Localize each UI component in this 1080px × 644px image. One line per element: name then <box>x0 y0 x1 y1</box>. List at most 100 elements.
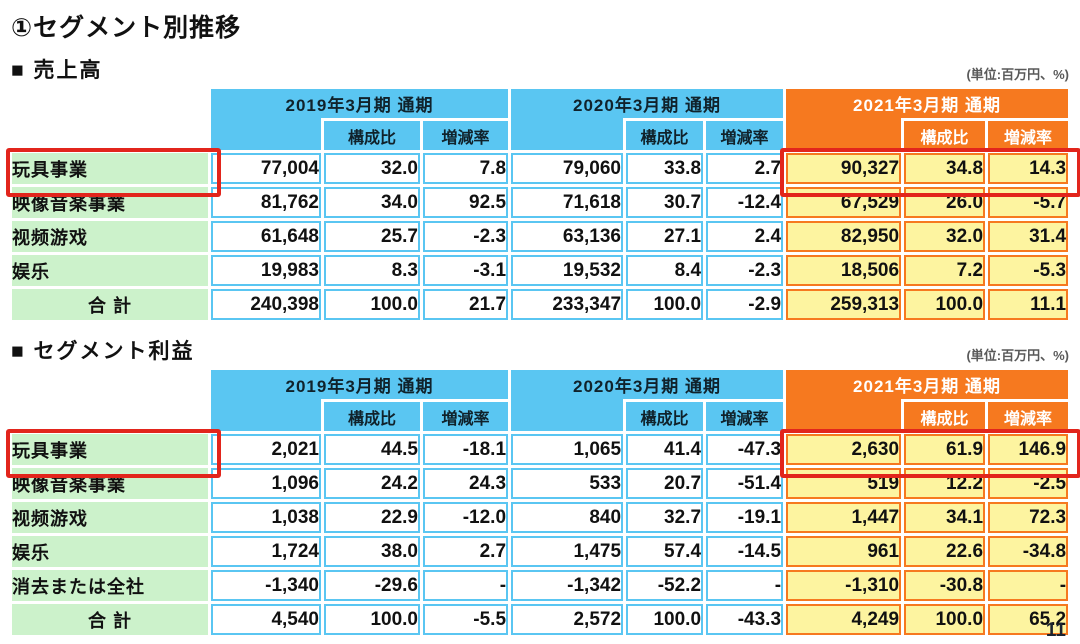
row-label: 合 計 <box>12 604 208 635</box>
table-row-toys: 玩具事業 2,021 44.5 -18.1 1,065 41.4 -47.3 2… <box>12 434 1069 465</box>
cell: 100.0 <box>904 289 986 320</box>
table-row-entertainment: 娱乐 1,724 38.0 2.7 1,475 57.4 -14.5 961 2… <box>12 536 1069 567</box>
cell: 24.3 <box>423 468 509 499</box>
row-label: 映像音楽事業 <box>12 468 208 499</box>
cell: 41.4 <box>626 434 704 465</box>
cell: 90,327 <box>786 153 902 184</box>
sales-table: 2019年3月期 通期 2020年3月期 通期 2021年3月期 通期 構成比 … <box>9 86 1071 323</box>
sales-table-wrap: 2019年3月期 通期 2020年3月期 通期 2021年3月期 通期 構成比 … <box>6 86 1080 323</box>
cell: -2.9 <box>706 289 784 320</box>
cell: - <box>706 570 784 601</box>
cell: 32.0 <box>904 221 986 252</box>
cell: 7.8 <box>423 153 509 184</box>
cell: -47.3 <box>706 434 784 465</box>
cell: 32.0 <box>324 153 420 184</box>
row-label: 视频游戏 <box>12 502 208 533</box>
cell: 63,136 <box>511 221 624 252</box>
cell: 92.5 <box>423 187 509 218</box>
cell: 1,475 <box>511 536 624 567</box>
period-header-2019: 2019年3月期 通期 <box>211 89 509 118</box>
cell: 27.1 <box>626 221 704 252</box>
cell: 21.7 <box>423 289 509 320</box>
cell: 19,532 <box>511 255 624 286</box>
cell: -1,310 <box>786 570 902 601</box>
cell: - <box>988 570 1069 601</box>
cell: 32.7 <box>626 502 704 533</box>
period-header-2020: 2020年3月期 通期 <box>511 89 784 118</box>
cell: -19.1 <box>706 502 784 533</box>
cell: 61,648 <box>211 221 321 252</box>
table-row-total: 合 計 4,540 100.0 -5.5 2,572 100.0 -43.3 4… <box>12 604 1069 635</box>
cell: -5.3 <box>988 255 1069 286</box>
cell: -51.4 <box>706 468 784 499</box>
period-header-2020: 2020年3月期 通期 <box>511 370 784 399</box>
unit-label: (単位:百万円、%) <box>966 348 1069 363</box>
period-header-2021: 2021年3月期 通期 <box>786 89 1069 118</box>
cell: -1,340 <box>211 570 321 601</box>
period-header-row: 2019年3月期 通期 2020年3月期 通期 2021年3月期 通期 <box>12 89 1069 118</box>
table-row-video-games: 视频游戏 1,038 22.9 -12.0 840 32.7 -19.1 1,4… <box>12 502 1069 533</box>
table-row-total: 合 計 240,398 100.0 21.7 233,347 100.0 -2.… <box>12 289 1069 320</box>
cell: 72.3 <box>988 502 1069 533</box>
period-header-row: 2019年3月期 通期 2020年3月期 通期 2021年3月期 通期 <box>12 370 1069 399</box>
row-label: 娱乐 <box>12 536 208 567</box>
cell: 12.2 <box>904 468 986 499</box>
subheader-spacer <box>786 121 902 150</box>
subheader-composition: 構成比 <box>904 121 986 150</box>
cell: 4,540 <box>211 604 321 635</box>
subheader-change: 増減率 <box>423 121 509 150</box>
cell: 30.7 <box>626 187 704 218</box>
subheader-change: 増減率 <box>706 402 784 431</box>
cell: - <box>423 570 509 601</box>
cell: -43.3 <box>706 604 784 635</box>
cell: 44.5 <box>324 434 420 465</box>
cell: 65.2 <box>988 604 1069 635</box>
cell: 1,724 <box>211 536 321 567</box>
subheader-spacer <box>511 402 624 431</box>
cell: 8.4 <box>626 255 704 286</box>
cell: 100.0 <box>626 289 704 320</box>
cell: 57.4 <box>626 536 704 567</box>
cell: -5.7 <box>988 187 1069 218</box>
subheader-composition: 構成比 <box>626 121 704 150</box>
cell: 2.4 <box>706 221 784 252</box>
cell: 2,572 <box>511 604 624 635</box>
cell: 519 <box>786 468 902 499</box>
cell: 100.0 <box>324 604 420 635</box>
cell: 1,065 <box>511 434 624 465</box>
cell: 22.9 <box>324 502 420 533</box>
cell: -2.3 <box>423 221 509 252</box>
row-label: 娱乐 <box>12 255 208 286</box>
cell: 81,762 <box>211 187 321 218</box>
profit-section-title: ■ セグメント利益 <box>11 340 195 363</box>
cell: 34.8 <box>904 153 986 184</box>
cell: 22.6 <box>904 536 986 567</box>
header-spacer <box>12 402 208 431</box>
cell: 259,313 <box>786 289 902 320</box>
sales-section-header: ■ 売上高 (単位:百万円、%) <box>11 54 1069 84</box>
cell: 31.4 <box>988 221 1069 252</box>
table-row-entertainment: 娱乐 19,983 8.3 -3.1 19,532 8.4 -2.3 18,50… <box>12 255 1069 286</box>
profit-section-header: ■ セグメント利益 (単位:百万円、%) <box>11 335 1069 365</box>
cell: 100.0 <box>324 289 420 320</box>
profit-table: 2019年3月期 通期 2020年3月期 通期 2021年3月期 通期 構成比 … <box>9 367 1071 638</box>
cell: 146.9 <box>988 434 1069 465</box>
cell: 11.1 <box>988 289 1069 320</box>
cell: 26.0 <box>904 187 986 218</box>
row-label: 映像音楽事業 <box>12 187 208 218</box>
cell: -1,342 <box>511 570 624 601</box>
cell: 1,096 <box>211 468 321 499</box>
cell: -29.6 <box>324 570 420 601</box>
table-row-video-music: 映像音楽事業 1,096 24.2 24.3 533 20.7 -51.4 51… <box>12 468 1069 499</box>
subheader-composition: 構成比 <box>626 402 704 431</box>
cell: 82,950 <box>786 221 902 252</box>
cell: 71,618 <box>511 187 624 218</box>
cell: -34.8 <box>988 536 1069 567</box>
cell: -18.1 <box>423 434 509 465</box>
cell: 38.0 <box>324 536 420 567</box>
row-label: 消去または全社 <box>12 570 208 601</box>
page-number: 11 <box>1045 620 1066 641</box>
cell: -2.5 <box>988 468 1069 499</box>
row-label: 玩具事業 <box>12 434 208 465</box>
